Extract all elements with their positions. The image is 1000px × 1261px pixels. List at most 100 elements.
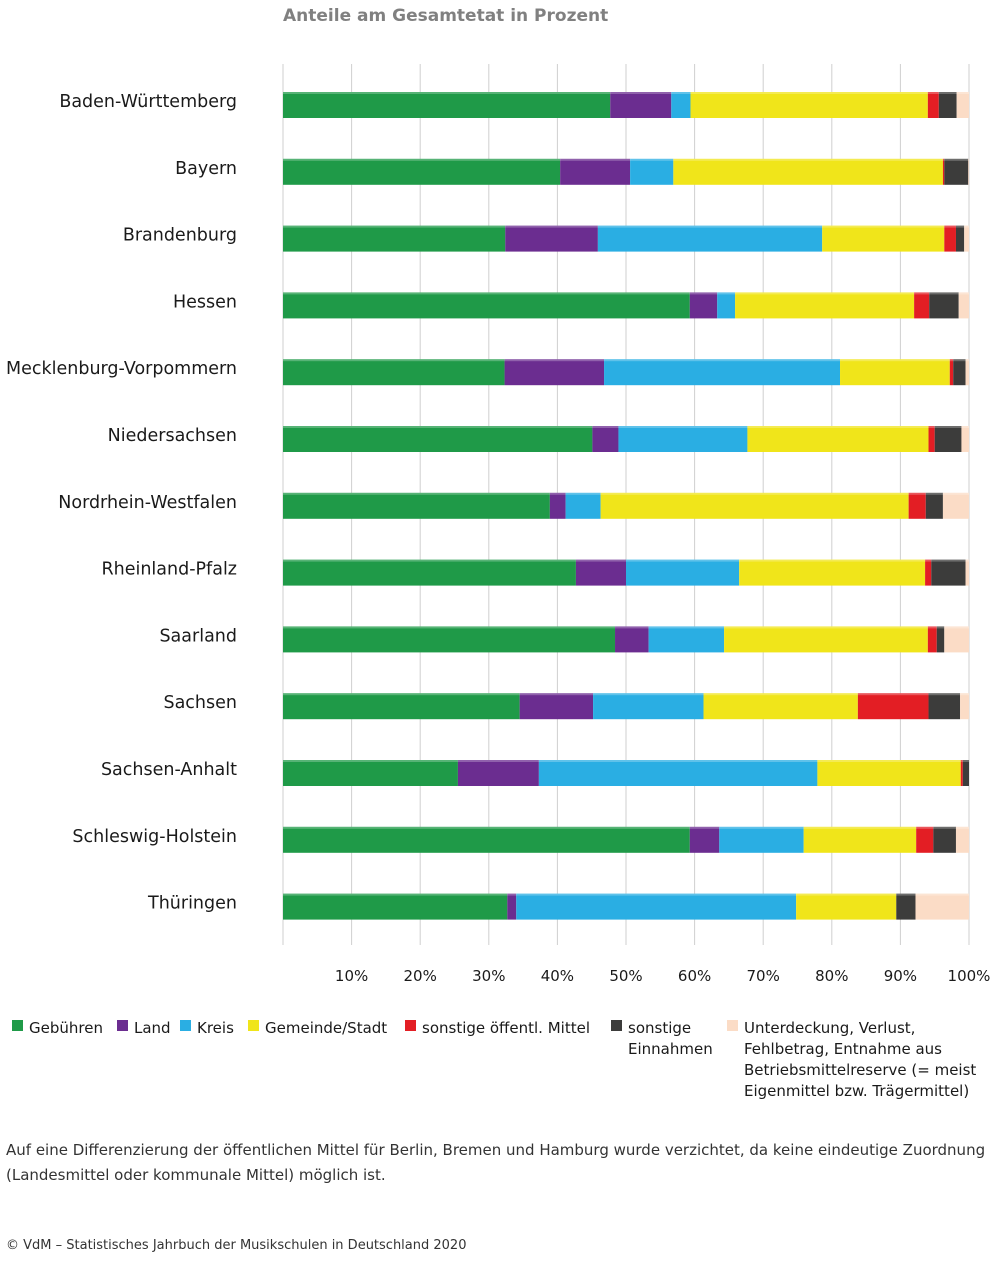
bars [283,92,969,920]
bar-segment-bayern-6 [968,158,969,185]
bar-segment-bayern-3 [673,158,943,185]
x-tick-label: 30% [472,967,505,985]
bar-segment-baden-wurttemberg-2 [671,92,691,118]
bar-segment-nordrhein-westfalen-6 [942,492,969,519]
bar-highlight [283,626,969,629]
bar-segment-bayern-1 [560,158,631,185]
category-label-baden-wurttemberg: Baden-Württemberg [59,92,237,112]
bar-segment-thuringen-0 [283,893,508,920]
bar-highlight [283,559,969,562]
bar-highlight [283,292,969,295]
category-label-bayern: Bayern [175,159,237,179]
legend-swatch-0 [12,1020,23,1031]
bar-segment-saarland-4 [927,626,937,653]
bar-segment-niedersachsen-0 [283,426,593,452]
bar-segment-baden-wurttemberg-3 [690,92,928,118]
category-label-nordrhein-westfalen: Nordrhein-Westfalen [58,493,237,513]
bar-segment-niedersachsen-3 [747,426,929,452]
bar-segment-baden-wurttemberg-4 [927,92,939,118]
category-label-sachsen: Sachsen [163,693,237,713]
bar-highlight [283,225,969,228]
bar-segment-hessen-3 [735,292,915,319]
bar-segment-mecklenburg-vorpommern-5 [953,359,966,386]
x-tick-label: 10% [335,967,368,985]
bar-segment-niedersachsen-2 [618,426,748,452]
bar-segment-nordrhein-westfalen-2 [565,492,601,519]
bar-segment-nordrhein-westfalen-4 [908,492,926,519]
x-tick-label: 100% [948,967,991,985]
category-label-hessen: Hessen [173,292,237,312]
bar-segment-schleswig-holstein-4 [916,826,934,853]
stacked-bar-chart: Anteile am Gesamtetat in Prozent Baden-W… [6,6,991,1100]
bar-segment-mecklenburg-vorpommern-3 [840,359,950,386]
bar-segment-sachsen-4 [857,693,929,720]
bar-segment-rheinland-pfalz-6 [965,559,969,586]
legend-swatch-2 [180,1020,191,1031]
bar-segment-niedersachsen-6 [961,426,969,452]
bar-segment-schleswig-holstein-0 [283,826,690,853]
bar-segment-hessen-0 [283,292,690,319]
bar-segment-sachsen-anhalt-2 [538,760,818,786]
bar-segment-sachsen-1 [519,693,594,720]
bar-segment-hessen-2 [717,292,736,319]
bar-segment-baden-wurttemberg-6 [956,92,969,118]
legend-entry-0: Gebühren [29,1019,103,1037]
bar-segment-baden-wurttemberg-1 [610,92,672,118]
bar-segment-schleswig-holstein-6 [955,826,969,853]
x-tick-label: 80% [815,967,848,985]
bar-segment-saarland-1 [615,626,649,653]
footnote: Auf eine Differenzierung der öffentliche… [6,1141,986,1184]
bar-segment-baden-wurttemberg-0 [283,92,611,118]
legend-entry-4: sonstige öffentl. Mittel [422,1019,590,1037]
x-axis-ticks: 10% 20% 30% 40% 50% 60% 70% 80% 90% 100% [335,967,991,985]
bar-segment-saarland-0 [283,626,616,653]
legend-swatch-4 [405,1020,416,1031]
bar-segment-bayern-4 [942,158,945,185]
bar-segment-hessen-4 [914,292,930,319]
category-label-rheinland-pfalz: Rheinland-Pfalz [101,560,237,580]
bar-segment-brandenburg-6 [964,225,969,252]
bar-segment-niedersachsen-1 [592,426,619,452]
bar-segment-mecklenburg-vorpommern-4 [949,359,954,386]
x-tick-label: 20% [404,967,437,985]
chart-title: Anteile am Gesamtetat in Prozent [283,6,608,26]
legend-entry-1: Land [134,1019,171,1037]
bar-segment-sachsen-anhalt-3 [817,760,961,786]
bar-segment-rheinland-pfalz-1 [575,559,626,586]
bar-segment-mecklenburg-vorpommern-6 [965,359,969,386]
category-labels: Baden-Württemberg Bayern Brandenburg Hessen… [6,92,237,914]
bar-segment-saarland-3 [724,626,928,653]
bar-highlight [283,426,969,428]
bar-segment-saarland-2 [648,626,725,653]
bar-highlight [283,760,969,762]
bar-segment-brandenburg-3 [822,225,945,252]
bar-segment-hessen-5 [929,292,959,319]
x-tick-label: 70% [747,967,780,985]
bar-segment-thuringen-6 [915,893,969,920]
bar-segment-bayern-5 [944,158,969,185]
bar-segment-sachsen-anhalt-1 [457,760,539,786]
legend-swatch-6 [727,1020,738,1031]
bar-segment-mecklenburg-vorpommern-2 [604,359,841,386]
bar-segment-sachsen-2 [593,693,704,720]
bar-segment-thuringen-1 [507,893,517,920]
bar-segment-bayern-0 [283,158,561,185]
bar-segment-sachsen-6 [960,693,969,720]
bar-segment-brandenburg-0 [283,225,506,252]
legend-entry-5: sonstige Einnahmen [628,1019,713,1058]
category-label-niedersachsen: Niedersachsen [108,426,237,446]
bar-segment-nordrhein-westfalen-0 [283,492,550,519]
bar-segment-sachsen-anhalt-4 [960,760,963,786]
bar-segment-niedersachsen-5 [934,426,962,452]
x-tick-label: 40% [541,967,574,985]
legend-swatch-3 [248,1020,259,1031]
x-tick-label: 60% [678,967,711,985]
bar-highlight [283,158,969,161]
legend-entry-2: Kreis [197,1019,234,1037]
bar-segment-hessen-1 [689,292,718,319]
bar-segment-nordrhein-westfalen-1 [549,492,566,519]
bar-segment-brandenburg-4 [944,225,956,252]
bar-segment-nordrhein-westfalen-3 [600,492,909,519]
bar-segment-thuringen-5 [896,893,916,920]
source-note: © VdM – Statistisches Jahrbuch der Musik… [6,1238,467,1253]
